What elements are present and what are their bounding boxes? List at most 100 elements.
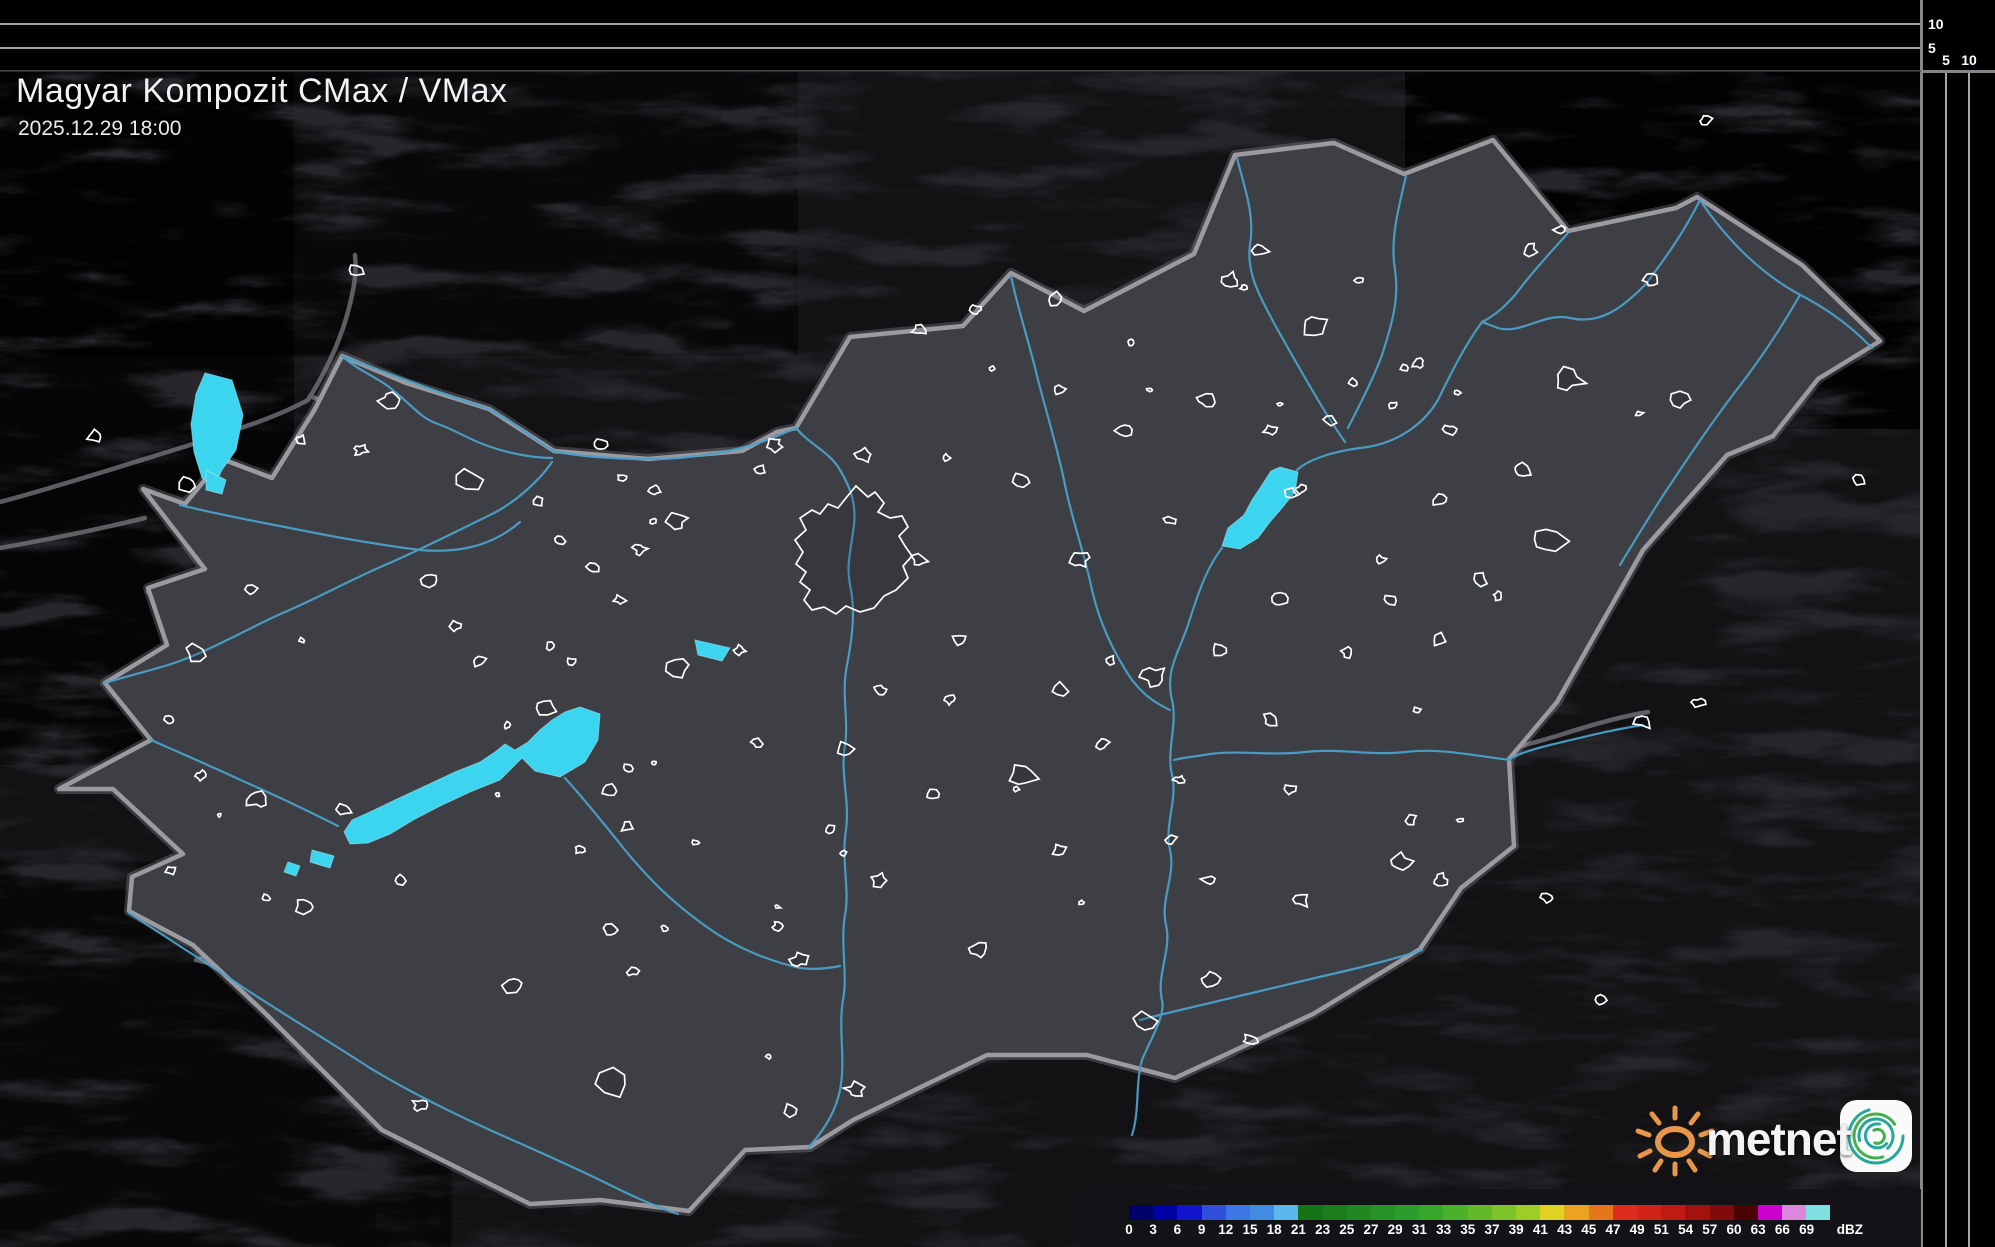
- settlement-outline: [617, 474, 628, 482]
- legend-color-block: [1322, 1205, 1347, 1220]
- settlement-outline: [630, 543, 651, 557]
- settlement-outline: [245, 789, 267, 808]
- settlement-outline: [1008, 763, 1041, 786]
- legend-color-block: [1395, 1205, 1420, 1220]
- metnet-logo: metnet: [1628, 1096, 1920, 1180]
- legend-tick: 15: [1242, 1222, 1258, 1237]
- settlement-outline: [660, 924, 669, 933]
- settlement-outline: [774, 904, 783, 909]
- legend-color-block: [1540, 1205, 1565, 1220]
- settlement-outline: [1375, 553, 1389, 565]
- settlement-outline: [783, 1102, 798, 1119]
- settlement-outline: [375, 391, 401, 410]
- settlement-outline: [838, 849, 848, 858]
- river-tisza-lower: [1130, 546, 1224, 1137]
- river-sajo: [1235, 156, 1347, 444]
- settlement-outline: [1112, 424, 1133, 438]
- legend-color-block: [1467, 1205, 1492, 1220]
- legend-tick: 54: [1678, 1222, 1694, 1237]
- settlement-outline: [836, 740, 857, 757]
- settlement-outline: [334, 802, 354, 816]
- settlement-outline: [942, 694, 957, 707]
- settlement-outline: [545, 641, 556, 652]
- settlement-outline: [1291, 893, 1309, 909]
- settlement-outline: [691, 839, 701, 846]
- settlement-outline: [1433, 631, 1447, 647]
- settlement-outline: [909, 552, 931, 566]
- settlement-outline: [1170, 774, 1186, 784]
- settlement-outline: [1200, 970, 1222, 989]
- settlement-outline: [535, 699, 558, 716]
- settlement-outline: [1453, 389, 1463, 396]
- legend-tick: 49: [1629, 1222, 1645, 1237]
- legend-tick: 12: [1218, 1222, 1234, 1237]
- top-axis-label-10: 10: [1928, 16, 1944, 32]
- settlement-outline: [752, 464, 767, 475]
- metnet-wordmark: metnet: [1706, 1113, 1852, 1165]
- legend-tick: 21: [1290, 1222, 1306, 1237]
- river-network: [103, 156, 1874, 1216]
- settlement-outline: [419, 573, 438, 589]
- settlement-outline: [909, 323, 927, 335]
- settlement-outline: [162, 714, 175, 725]
- settlement-outline: [1294, 483, 1308, 496]
- settlement-outline: [1321, 414, 1338, 427]
- settlement-outline: [185, 642, 208, 663]
- lake-kis-balaton: [309, 849, 335, 869]
- map-top-divider: [0, 70, 1921, 72]
- legend-tick: 37: [1484, 1222, 1500, 1237]
- settlement-outline: [611, 593, 629, 606]
- settlement-outline: [1669, 390, 1692, 409]
- right-cross-section-panel: [1921, 0, 1995, 1247]
- settlement-outline: [1387, 401, 1398, 410]
- settlement-outline: [1195, 392, 1216, 408]
- legend-tick: 6: [1173, 1222, 1182, 1237]
- settlement-outline: [770, 920, 785, 933]
- settlement-outline: [1051, 680, 1070, 698]
- settlement-outline: [1533, 528, 1571, 553]
- settlement-outline: [824, 824, 836, 835]
- settlement-outline: [1339, 645, 1353, 660]
- settlement-outline: [294, 433, 306, 445]
- river-koros: [1172, 749, 1512, 762]
- settlement-outline: [988, 364, 996, 373]
- settlement-outline: [649, 517, 657, 526]
- settlement-outline: [1051, 843, 1068, 856]
- legend-tick: 33: [1436, 1222, 1452, 1237]
- settlement-outline: [1270, 591, 1289, 606]
- settlement-outline: [1068, 551, 1091, 569]
- settlement-outline: [410, 1099, 429, 1113]
- legend-color-block: [1612, 1205, 1637, 1220]
- river-raba: [103, 460, 554, 685]
- timestamp: 2025.12.29 18:00: [18, 117, 182, 140]
- settlement-outline: [1347, 376, 1358, 388]
- settlement-outline: [1250, 243, 1272, 256]
- settlement-outline: [926, 788, 941, 800]
- legend-tick: 39: [1508, 1222, 1524, 1237]
- settlement-outline: [664, 511, 690, 531]
- legend-tick: 35: [1460, 1222, 1476, 1237]
- settlement-outline: [1283, 486, 1299, 499]
- settlement-outline: [1492, 589, 1503, 602]
- settlement-outline: [455, 467, 485, 491]
- settlement-outline: [1242, 1033, 1260, 1045]
- settlement-outline: [394, 873, 408, 887]
- settlement-outline: [1078, 899, 1086, 906]
- settlement-outline: [765, 437, 784, 454]
- settlement-outlines: [85, 114, 1866, 1119]
- settlement-outline: [764, 1053, 772, 1061]
- right-axis-label-10: 10: [1961, 52, 1977, 68]
- river-sio: [563, 776, 842, 970]
- settlement-outline: [178, 475, 197, 494]
- legend-tick: 9: [1197, 1222, 1206, 1237]
- settlement-outline: [1212, 642, 1228, 657]
- settlement-outline: [1283, 784, 1298, 796]
- settlement-outline: [1634, 410, 1646, 417]
- settlement-outline: [1012, 785, 1022, 793]
- legend-color-block: [1806, 1205, 1831, 1220]
- settlement-outline: [1432, 492, 1448, 506]
- legend-tick: 41: [1532, 1222, 1548, 1237]
- settlement-outline: [1523, 242, 1539, 258]
